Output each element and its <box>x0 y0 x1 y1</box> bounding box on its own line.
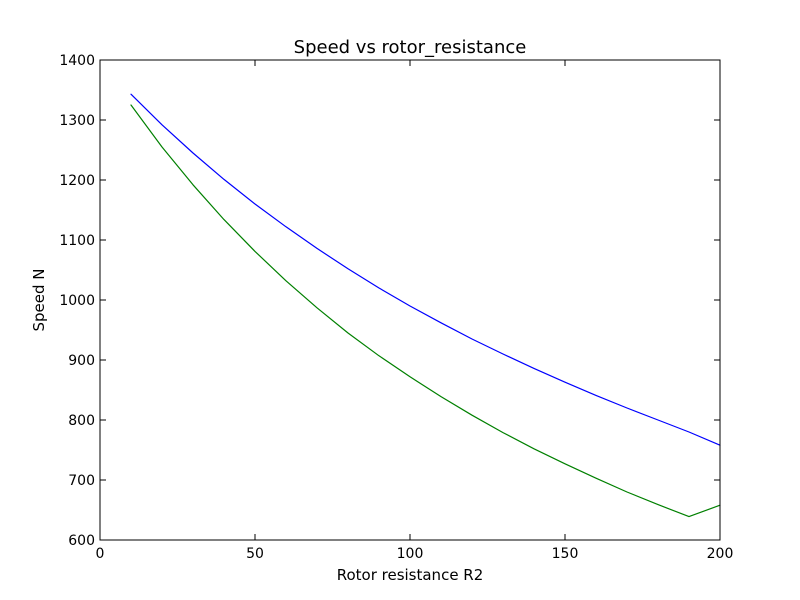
x-tick-label: 100 <box>397 546 424 562</box>
y-tick-label: 800 <box>68 413 95 429</box>
series-line-2 <box>130 104 721 518</box>
x-axis-title: Rotor resistance R2 <box>337 566 484 584</box>
y-tick-label: 600 <box>68 533 95 549</box>
y-tick-label: 1300 <box>59 113 95 129</box>
y-axis-title: Speed N <box>30 268 48 331</box>
y-tick-label: 1400 <box>59 53 95 69</box>
chart-title: Speed vs rotor_resistance <box>294 37 527 58</box>
x-tick-label: 0 <box>96 546 105 562</box>
y-tick-label: 1100 <box>59 233 95 249</box>
label-layer: 0 50 100 150 200 600 700 800 900 1000 1100 1200 1300… <box>59 53 733 562</box>
plot-frame <box>99 59 721 541</box>
y-tick-label: 700 <box>68 473 95 489</box>
x-tick-label: 200 <box>707 546 734 562</box>
y-tick-label: 1000 <box>59 293 95 309</box>
y-tick-label: 1200 <box>59 173 95 189</box>
series-line-1 <box>130 93 721 446</box>
x-tick-label: 50 <box>246 546 264 562</box>
plot-area <box>100 60 720 540</box>
series-layer <box>130 93 721 518</box>
y-tick-label: 900 <box>68 353 95 369</box>
x-tick-label: 150 <box>552 546 579 562</box>
